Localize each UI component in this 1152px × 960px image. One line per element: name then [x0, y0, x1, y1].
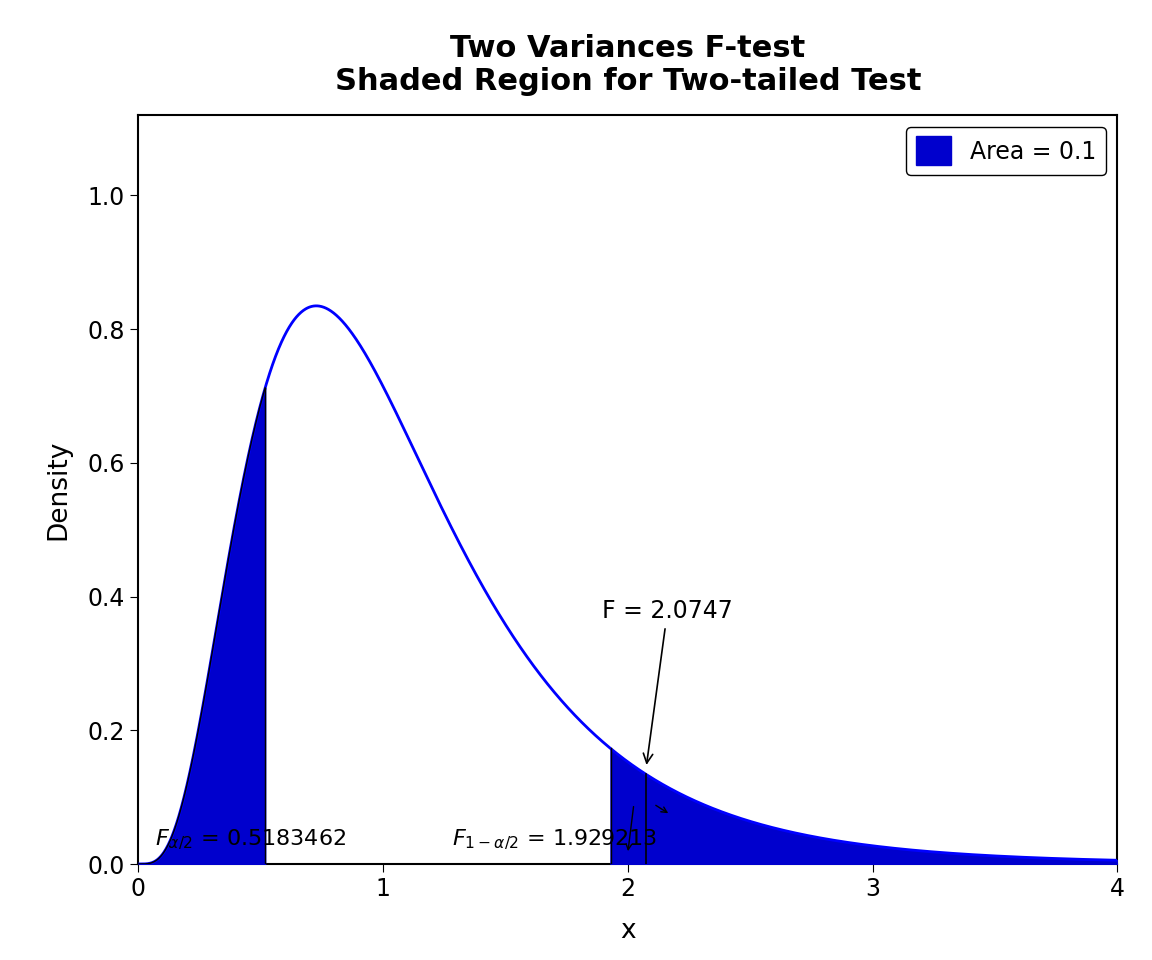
Text: $F_{\alpha/2}$ = 0.5183462: $F_{\alpha/2}$ = 0.5183462: [156, 828, 347, 852]
Title: Two Variances F-test
Shaded Region for Two-tailed Test: Two Variances F-test Shaded Region for T…: [334, 34, 922, 96]
Text: $F_{1-\alpha/2}$ = 1.929213: $F_{1-\alpha/2}$ = 1.929213: [452, 828, 657, 852]
Legend: Area = 0.1: Area = 0.1: [907, 127, 1106, 175]
Y-axis label: Density: Density: [45, 440, 71, 540]
Text: F = 2.0747: F = 2.0747: [602, 599, 733, 763]
X-axis label: x: x: [620, 918, 636, 944]
